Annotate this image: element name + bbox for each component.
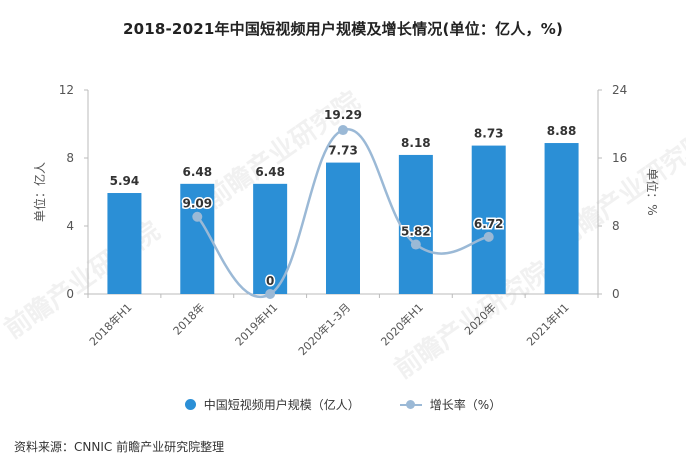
x-tick-label: 2020年 (461, 300, 498, 337)
bar (544, 143, 579, 294)
legend-line-swatch (399, 399, 422, 410)
growth-rate-point (265, 289, 276, 299)
bar-value-label: 8.18 (401, 136, 431, 150)
bar-value-label: 5.94 (110, 174, 140, 188)
x-tick-label: 2018年H1 (86, 300, 134, 348)
growth-rate-label: 19.29 (324, 108, 362, 122)
growth-rate-point (192, 211, 203, 222)
bar-value-label: 6.48 (182, 165, 212, 179)
growth-rate-label: 0 (266, 274, 274, 288)
bar-value-label: 8.73 (474, 127, 504, 141)
y-tick-label-right: 8 (612, 219, 620, 233)
legend-line-label: 增长率（%） (429, 398, 502, 412)
source-note: 资料来源：CNNIC 前瞻产业研究院整理 (14, 440, 225, 454)
x-tick-label: 2020年1-3月 (295, 300, 353, 358)
growth-rate-point (483, 231, 494, 242)
x-tick-label: 2021年H1 (523, 300, 571, 348)
growth-rate-label: 5.82 (401, 225, 431, 239)
bar-value-label: 6.48 (255, 165, 285, 179)
y-axis-title-left: 单位：亿人 (32, 162, 47, 222)
y-tick-label-left: 12 (59, 83, 74, 97)
y-tick-label-right: 24 (612, 83, 627, 97)
legend-item-line[interactable]: 增长率（%） (399, 396, 502, 413)
bar (180, 183, 215, 294)
growth-rate-label: 6.72 (474, 217, 504, 231)
growth-rate-point (410, 239, 421, 250)
y-tick-label-right: 0 (612, 287, 620, 301)
y-tick-label-right: 16 (612, 151, 627, 165)
chart-legend: 中国短视频用户规模（亿人） 增长率（%） (0, 396, 686, 413)
legend-bar-label: 中国短视频用户规模（亿人） (203, 398, 360, 412)
bar (253, 183, 288, 294)
chart-title: 2018-2021年中国短视频用户规模及增长情况(单位：亿人，%) (122, 20, 564, 38)
y-axis-title-right: 单位：% (645, 168, 660, 215)
y-tick-label-left: 4 (66, 219, 74, 233)
y-tick-label-left: 0 (66, 287, 74, 301)
x-tick-label: 2019年H1 (232, 300, 280, 348)
y-tick-label-left: 8 (66, 151, 74, 165)
bar-value-label: 8.88 (547, 124, 577, 138)
growth-rate-label: 9.09 (182, 197, 212, 211)
legend-item-bar[interactable]: 中国短视频用户规模（亿人） (184, 396, 360, 413)
legend-bar-swatch (184, 399, 196, 410)
bar (398, 154, 433, 294)
x-tick-label: 2020年H1 (378, 300, 426, 348)
growth-rate-point (338, 125, 348, 136)
bar (107, 193, 142, 294)
bar (471, 145, 506, 294)
bar (326, 162, 360, 294)
x-tick-label: 2018年 (170, 300, 207, 337)
bar-value-label: 7.73 (328, 144, 358, 158)
